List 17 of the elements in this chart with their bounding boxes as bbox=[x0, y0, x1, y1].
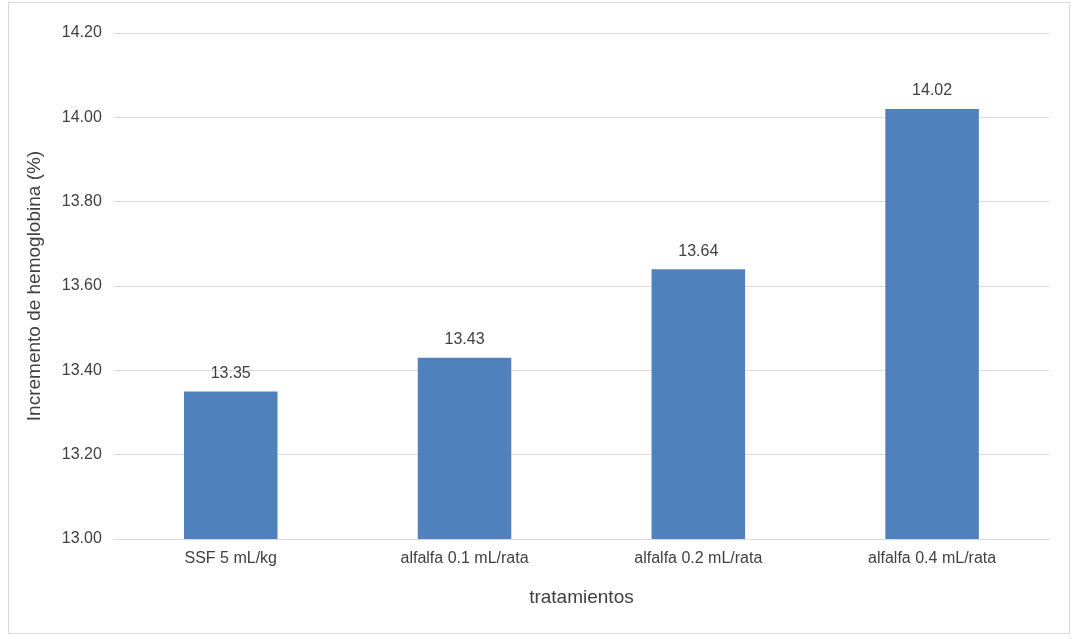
y-tick-label: 13.80 bbox=[61, 192, 102, 210]
x-tick-label: alfalfa 0.1 mL/rata bbox=[400, 549, 529, 567]
data-label: 13.35 bbox=[210, 363, 251, 381]
y-tick-label: 13.40 bbox=[61, 360, 102, 378]
y-axis-title: Incremento de hemoglobina (%) bbox=[22, 150, 44, 422]
y-tick-label: 13.00 bbox=[61, 529, 102, 547]
x-tick-label: alfalfa 0.4 mL/rata bbox=[868, 549, 997, 567]
y-tick-label: 13.20 bbox=[61, 445, 102, 463]
data-label: 13.64 bbox=[678, 241, 719, 259]
x-tick-label: SSF 5 mL/kg bbox=[184, 549, 277, 567]
y-tick-label: 14.00 bbox=[61, 107, 102, 125]
y-tick-label: 14.20 bbox=[61, 23, 102, 41]
x-axis-title: tratamientos bbox=[529, 585, 634, 607]
y-tick-label: 13.60 bbox=[61, 276, 102, 294]
data-label: 14.02 bbox=[912, 81, 953, 99]
data-label: 13.43 bbox=[444, 330, 485, 348]
x-tick-label: alfalfa 0.2 mL/rata bbox=[634, 549, 763, 567]
